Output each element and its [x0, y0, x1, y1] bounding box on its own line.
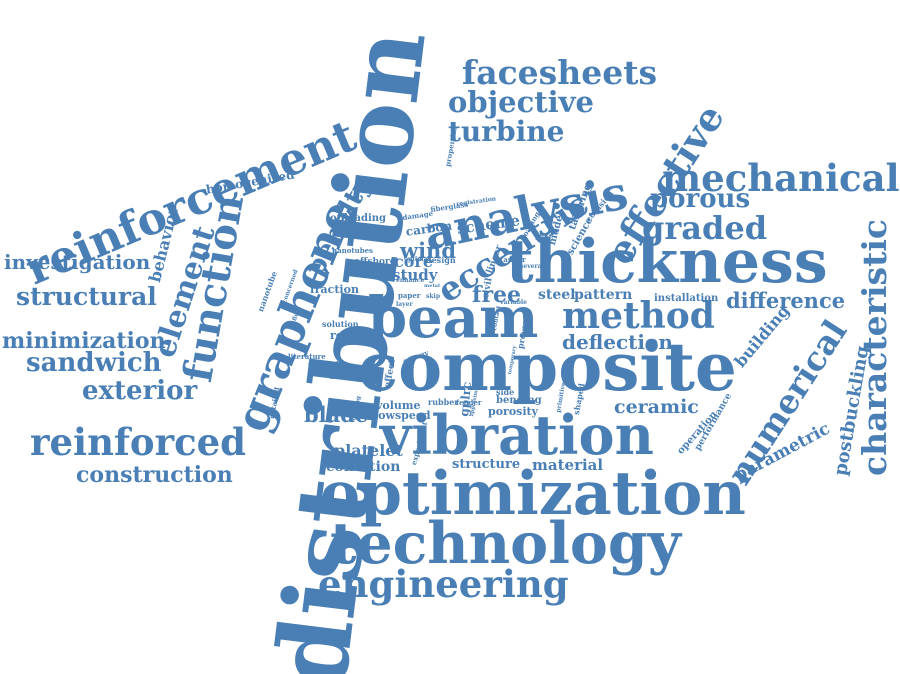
word-offshore: offshore: [354, 257, 396, 267]
word-turbine: turbine: [448, 115, 565, 148]
word-layer: layer: [396, 301, 413, 308]
word-investigation: investigation: [4, 250, 151, 274]
word-steel: steel: [538, 287, 576, 303]
word-porous: porous: [650, 184, 751, 214]
word-platelet: platelet: [334, 441, 403, 460]
word-mechanical: mechanical: [662, 156, 900, 200]
word-offloading: offloading: [330, 213, 387, 224]
word-exterior: exterior: [82, 376, 198, 406]
word-engineering: engineering: [318, 562, 569, 606]
word-free: free: [472, 282, 522, 308]
word-structural: structural: [16, 282, 157, 311]
word-design: design: [426, 255, 456, 265]
word-paper: paper: [398, 291, 421, 300]
word-reinforced: reinforced: [30, 420, 247, 464]
word-pattern: pattern: [574, 287, 633, 303]
word-blade: blade: [304, 402, 369, 427]
word-working: working: [308, 361, 354, 372]
word-technology: technology: [330, 510, 681, 577]
word-metal: metal: [424, 283, 440, 289]
word-rubber: rubber: [428, 397, 459, 407]
word-thickness: thickness: [506, 227, 828, 297]
word-tanker: tanker: [500, 255, 526, 264]
word-nanotubes: nanotubes: [332, 246, 373, 255]
word-beam: beam: [368, 285, 539, 351]
word-structure: structure: [452, 457, 521, 472]
word-volume: volume: [376, 399, 421, 412]
word-solution: solution: [322, 319, 359, 329]
word-ceramic: ceramic: [614, 396, 699, 418]
word-wind: wind: [400, 238, 457, 263]
word-fraction: fraction: [310, 283, 359, 296]
word-result: result: [330, 329, 367, 342]
word-fender: fender: [456, 398, 482, 407]
word-vibration: vibration: [380, 403, 654, 467]
word-objective: objective: [448, 85, 594, 119]
word-optimal: optimal: [404, 256, 430, 263]
word-method: method: [562, 295, 715, 337]
word-minimization: minimization: [2, 328, 166, 354]
word-lowspeed: lowspeed: [374, 409, 431, 422]
word-core: core: [394, 252, 434, 271]
word-condition: condition: [326, 459, 401, 475]
word-enhance: enhance: [396, 277, 425, 284]
word-installation: installation: [654, 293, 719, 304]
word-bending: bending: [496, 395, 542, 406]
word-facesheets: facesheets: [462, 53, 658, 92]
word-graded: graded: [642, 209, 768, 247]
word-several: several: [520, 263, 544, 270]
word-variable: variable: [500, 299, 527, 306]
word-construction: construction: [76, 462, 233, 488]
word-literature: literature: [288, 352, 326, 361]
word-side: side: [496, 387, 515, 397]
word-sandwich: sandwich: [26, 348, 162, 378]
word-difference: difference: [726, 288, 846, 313]
word-material: material: [532, 456, 604, 474]
word-composite: composite: [358, 328, 737, 406]
word-optimization: optimization: [320, 459, 746, 529]
word-study: study: [392, 266, 438, 284]
word-porosity: porosity: [488, 405, 539, 418]
word-skip: skip: [426, 293, 441, 300]
word-shuttle: shuttle: [330, 371, 362, 381]
word-deflection: deflection: [562, 330, 673, 354]
